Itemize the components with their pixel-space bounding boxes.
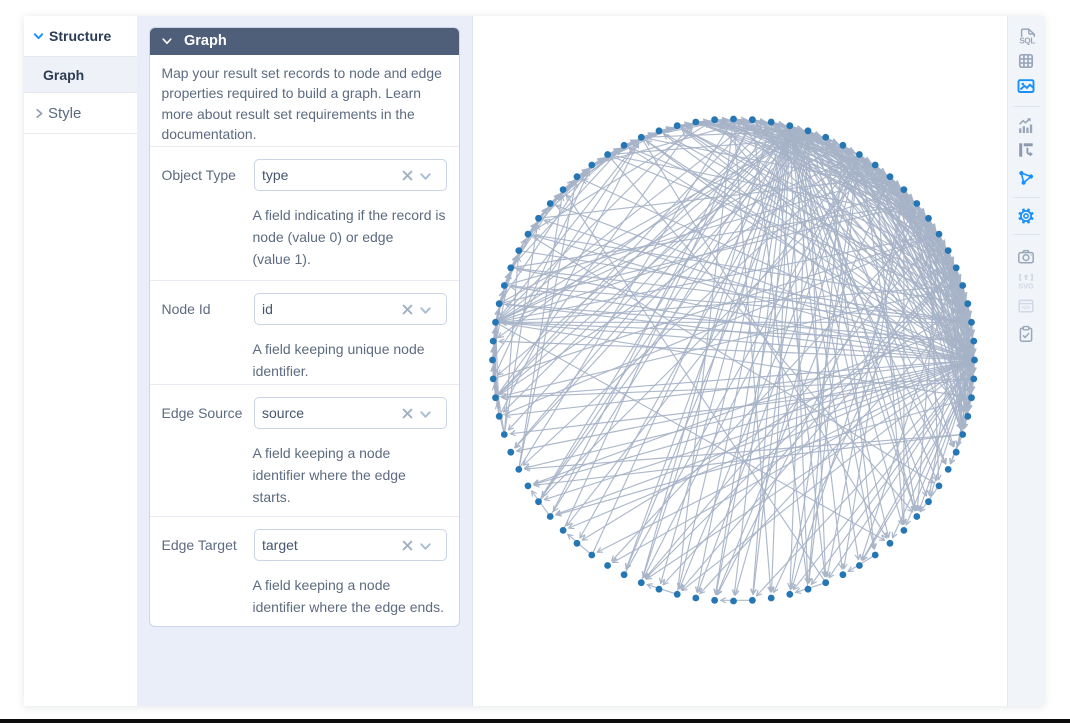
- svg-text:SVG: SVG: [1018, 281, 1034, 290]
- svg-text:SQL: SQL: [1019, 36, 1035, 45]
- svg-text:</>: </>: [1022, 306, 1031, 312]
